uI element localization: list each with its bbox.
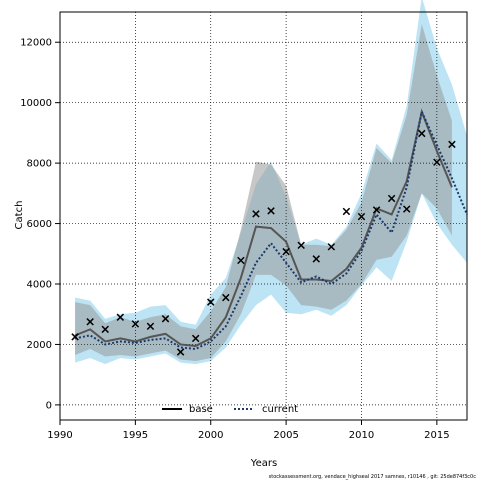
- obs-stroke: [327, 243, 336, 251]
- x-tick-label-2000: 2000: [198, 430, 223, 441]
- legend-label-current: current: [262, 404, 298, 415]
- obs-stroke: [312, 255, 320, 263]
- obs-point-2015: [433, 158, 441, 166]
- line-current: [74, 108, 468, 351]
- obs-point-2008: [327, 243, 336, 251]
- x-axis-label: Years: [250, 458, 277, 469]
- obs-point-1997: [161, 315, 170, 323]
- obs-point-2011: [372, 206, 381, 214]
- obs-point-2009: [342, 207, 351, 216]
- obs-point-2005: [282, 247, 290, 256]
- y-axis-ticks: 0 2000 4000 6000 8000 10000 12000: [20, 38, 60, 411]
- plot-frame: [59, 11, 468, 421]
- obs-point-2010: [357, 212, 366, 221]
- obs-point-2004: [267, 207, 275, 215]
- obs-point-2007: [312, 255, 320, 263]
- y-tick-label-2000: 2000: [27, 340, 52, 351]
- footnote: stockassessment.org, vendace_highseal 20…: [269, 474, 477, 480]
- obs-stroke: [207, 298, 215, 306]
- x-tick-label-2010: 2010: [349, 430, 374, 441]
- obs-point-2001: [222, 293, 230, 302]
- obs-point-1996: [146, 322, 155, 331]
- x-tick-label-1995: 1995: [123, 430, 148, 441]
- legend: base current: [162, 404, 298, 415]
- obs-point-2003: [252, 210, 260, 218]
- y-tick-label-0: 0: [46, 400, 52, 411]
- obs-point-1992: [86, 318, 94, 326]
- obs-stroke: [116, 313, 125, 321]
- obs-stroke: [161, 315, 170, 323]
- obs-point-1998: [176, 348, 185, 356]
- obs-stroke: [101, 325, 109, 334]
- obs-stroke: [237, 256, 245, 265]
- obs-point-1991: [71, 333, 79, 341]
- obs-stroke: [71, 333, 79, 341]
- confidence-bands: [75, 0, 467, 365]
- y-tick-label-10000: 10000: [20, 98, 52, 109]
- obs-stroke: [418, 129, 426, 138]
- obs-stroke: [131, 320, 140, 328]
- obs-stroke: [222, 293, 230, 302]
- obs-point-2016: [448, 140, 456, 149]
- obs-point-2013: [402, 205, 411, 213]
- y-tick-label-4000: 4000: [27, 280, 52, 291]
- obs-stroke: [176, 348, 185, 356]
- obs-point-1993: [101, 325, 109, 334]
- x-tick-label-1990: 1990: [47, 430, 72, 441]
- obs-point-1994: [116, 313, 125, 321]
- y-tick-label-6000: 6000: [27, 219, 52, 230]
- obs-stroke: [86, 318, 94, 326]
- obs-stroke: [297, 241, 305, 250]
- obs-stroke: [146, 322, 155, 331]
- obs-stroke: [267, 207, 275, 215]
- obs-stroke: [357, 212, 366, 221]
- obs-stroke: [342, 207, 351, 216]
- obs-stroke: [282, 247, 290, 256]
- band-base: [75, 24, 452, 362]
- obs-point-1999: [191, 334, 200, 343]
- series-lines: [74, 108, 468, 351]
- y-tick-label-8000: 8000: [27, 159, 52, 170]
- x-axis-ticks: 1990 1995 2000 2005 2010 2015: [47, 420, 450, 441]
- obs-stroke: [387, 194, 396, 203]
- legend-label-base: base: [189, 404, 213, 415]
- obs-point-2002: [237, 256, 245, 265]
- obs-point-2014: [418, 129, 426, 138]
- obs-point-2000: [207, 298, 215, 306]
- y-axis-label: Catch: [14, 201, 25, 230]
- line-base: [74, 108, 453, 347]
- obs-point-2006: [297, 241, 305, 250]
- obs-stroke: [372, 206, 381, 214]
- x-tick-label-2005: 2005: [273, 430, 298, 441]
- obs-stroke: [191, 334, 200, 343]
- obs-point-2012: [387, 194, 396, 203]
- obs-stroke: [433, 158, 441, 166]
- obs-stroke: [402, 205, 411, 213]
- x-tick-label-2015: 2015: [424, 430, 449, 441]
- y-tick-label-12000: 12000: [20, 38, 52, 49]
- observed-points: [71, 129, 456, 356]
- obs-point-1995: [131, 320, 140, 328]
- obs-stroke: [448, 140, 456, 149]
- obs-stroke: [252, 210, 260, 218]
